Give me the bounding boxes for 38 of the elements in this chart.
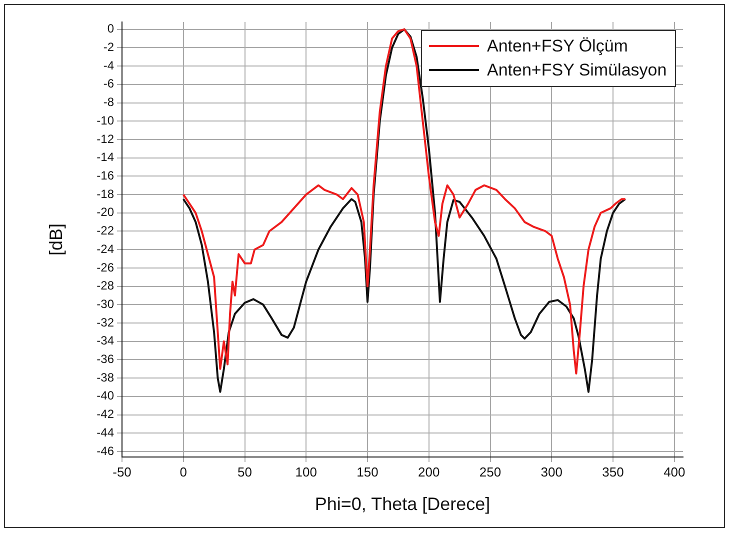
- y-tick-label: -32: [96, 315, 114, 330]
- y-tick-label: -2: [103, 40, 114, 54]
- y-tick-label: -14: [96, 150, 114, 164]
- y-tick-label: -4: [103, 58, 114, 72]
- y-tick-label: 0: [107, 22, 114, 36]
- y-tick-label: -46: [96, 444, 114, 458]
- y-tick-label: -18: [96, 186, 114, 201]
- y-tick-label: -28: [96, 278, 114, 293]
- y-tick-label: -12: [96, 132, 114, 146]
- y-tick-label: -36: [96, 352, 114, 366]
- x-tick-label: 100: [295, 464, 317, 480]
- y-tick-label: -38: [96, 370, 114, 384]
- x-tick-label: 250: [479, 464, 502, 480]
- y-tick-label: -6: [103, 76, 114, 91]
- x-tick-label: 150: [356, 464, 378, 480]
- y-tick-label: -20: [96, 205, 114, 220]
- x-tick-label: 50: [238, 464, 252, 480]
- y-tick-label: -26: [96, 260, 114, 274]
- x-tick-label: 0: [180, 464, 187, 480]
- legend-label: Anten+FSY Simülasyon: [486, 60, 667, 80]
- x-axis-title: Phi=0, Theta [Derece]: [314, 494, 490, 514]
- y-tick-label: -44: [96, 425, 114, 440]
- y-axis-title: [dB]: [46, 223, 66, 256]
- x-tick-label: 300: [540, 464, 562, 480]
- y-tick-label: -16: [96, 168, 114, 182]
- y-tick-label: -22: [96, 224, 114, 238]
- x-tick-label: 350: [602, 464, 624, 480]
- y-tick-label: -40: [96, 388, 114, 403]
- x-tick-label: -50: [112, 464, 132, 480]
- y-tick-label: -30: [96, 296, 114, 311]
- x-tick-label: 200: [418, 464, 440, 480]
- y-tick-label: -34: [96, 334, 114, 348]
- y-tick-label: -24: [96, 242, 114, 256]
- legend-label: Anten+FSY Ölçüm: [486, 36, 628, 56]
- y-tick-label: -10: [96, 113, 114, 128]
- x-tick-label: 400: [664, 464, 686, 480]
- y-tick-label: -42: [96, 407, 114, 422]
- y-tick-label: -8: [103, 95, 114, 110]
